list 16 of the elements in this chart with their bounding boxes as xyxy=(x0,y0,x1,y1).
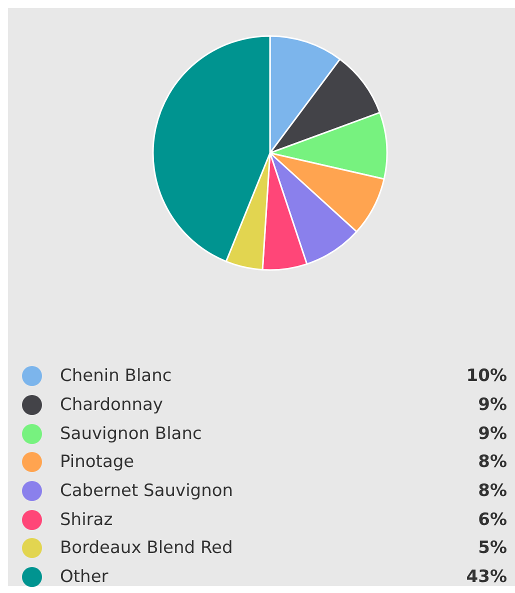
legend-label: Chardonnay xyxy=(60,395,164,416)
legend-label: Cabernet Sauvignon xyxy=(60,481,234,502)
legend-label: Shiraz xyxy=(60,510,114,530)
legend-label: Pinotage xyxy=(60,452,136,472)
legend-label: Chenin Blanc xyxy=(60,366,173,386)
legend-label: Bordeaux Blend Red xyxy=(60,538,234,558)
legend-label: Sauvignon Blanc xyxy=(60,424,203,444)
data-label: 5% xyxy=(478,538,507,558)
legend-label: Other xyxy=(60,567,110,588)
data-label: 6% xyxy=(478,510,507,530)
data-label: 43% xyxy=(466,567,507,588)
data-label: 10% xyxy=(466,366,507,386)
data-label: 9% xyxy=(478,395,507,416)
data-label: 8% xyxy=(478,452,507,472)
data-label: 9% xyxy=(478,424,507,444)
data-label: 8% xyxy=(478,481,507,502)
